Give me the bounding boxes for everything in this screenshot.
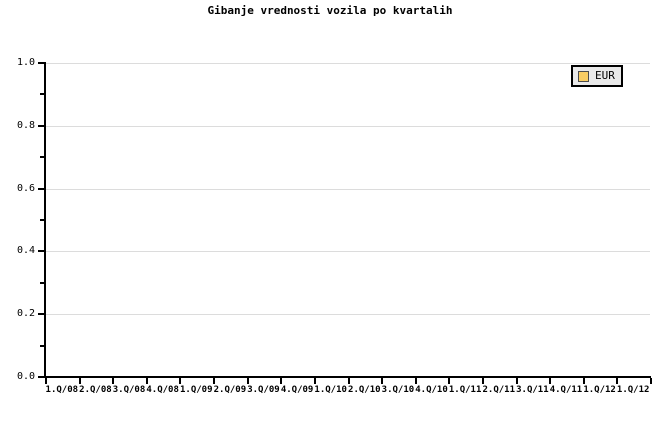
- x-axis-label: 1.Q/12: [616, 385, 650, 395]
- x-axis-label: 2.Q/11: [482, 385, 516, 395]
- x-axis-tick: [348, 378, 350, 384]
- y-axis-tick: [38, 376, 45, 378]
- x-axis-tick: [146, 378, 148, 384]
- x-axis-tick: [583, 378, 585, 384]
- y-axis-tick: [38, 187, 45, 190]
- legend-item-label: EUR: [595, 69, 615, 82]
- x-axis-label: 4.Q/08: [146, 385, 179, 395]
- x-axis-tick: [45, 378, 47, 384]
- x-axis-label: 4.Q/11: [549, 385, 583, 395]
- x-axis-label: 1.Q/08: [45, 385, 79, 395]
- x-axis-label: 1.Q/12: [583, 385, 616, 395]
- x-axis-tick: [213, 378, 215, 384]
- y-axis-tick: [38, 313, 45, 316]
- gridline: [45, 125, 650, 127]
- x-axis-label: 1.Q/09: [179, 385, 213, 395]
- x-axis-label: 3.Q/11: [516, 385, 549, 395]
- x-axis-label: 4.Q/10: [415, 385, 448, 395]
- x-axis-tick: [179, 378, 181, 384]
- x-axis-label: 1.Q/10: [314, 385, 347, 395]
- x-axis-tick: [280, 378, 282, 384]
- x-axis-tick: [112, 378, 114, 384]
- y-axis-label: 0.6: [16, 182, 35, 194]
- x-axis-label: 4.Q/09: [280, 385, 314, 395]
- y-axis-minor-tick: [40, 344, 45, 347]
- y-axis-tick: [38, 124, 45, 127]
- gridline: [45, 251, 650, 253]
- y-axis-label: 0.2: [16, 308, 35, 320]
- y-axis-minor-tick: [40, 93, 45, 96]
- page-title: Gibanje vrednosti vozila po kvartalih: [207, 4, 453, 17]
- x-axis-tick: [314, 378, 316, 384]
- gridline: [45, 188, 650, 190]
- y-axis-label: 0.0: [16, 371, 35, 382]
- x-axis-tick: [482, 378, 484, 384]
- y-axis-label: 0.8: [16, 119, 35, 131]
- y-axis-label: 1.0: [16, 57, 35, 68]
- x-axis-tick: [415, 378, 417, 384]
- plot-area: [45, 63, 650, 377]
- legend-swatch-icon: [578, 70, 589, 82]
- y-axis-tick: [38, 250, 45, 253]
- x-axis-label: 3.Q/10: [381, 385, 415, 395]
- y-axis-minor-tick: [40, 156, 45, 159]
- chart-legend[interactable]: EUR: [571, 65, 623, 87]
- y-axis-line: [44, 62, 46, 378]
- x-axis-label: 2.Q/08: [79, 385, 112, 395]
- x-axis-tick: [650, 378, 652, 384]
- x-axis-tick: [79, 378, 81, 384]
- x-axis-tick: [549, 378, 551, 384]
- x-axis-tick: [616, 378, 618, 384]
- y-axis-minor-tick: [40, 281, 45, 284]
- x-axis-tick: [247, 378, 249, 384]
- gridline: [45, 63, 650, 64]
- x-axis-line: [44, 376, 651, 378]
- x-axis-label: 3.Q/09: [247, 385, 280, 395]
- y-axis-minor-tick: [40, 219, 45, 221]
- x-axis-tick: [516, 378, 518, 384]
- x-axis-label: 2.Q/10: [348, 385, 381, 395]
- x-axis-label: 2.Q/09: [213, 385, 247, 395]
- y-axis-tick: [38, 62, 45, 64]
- x-axis-tick: [448, 378, 450, 384]
- x-axis-tick: [381, 378, 383, 384]
- x-axis-label: 1.Q/11: [448, 385, 482, 395]
- x-axis-label: 3.Q/08: [112, 385, 146, 395]
- gridline: [45, 314, 650, 316]
- y-axis-label: 0.4: [16, 245, 35, 257]
